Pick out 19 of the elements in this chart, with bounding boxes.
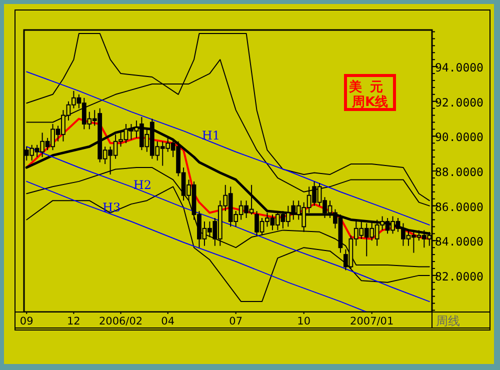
y-tick-label: 92.0000: [435, 95, 484, 110]
y-tick-label: 94.0000: [435, 60, 484, 75]
line-series: [26, 180, 368, 312]
x-tick-label: 2006/02: [98, 316, 143, 328]
y-tick-label: 88.0000: [435, 165, 484, 179]
line-series: [26, 71, 430, 226]
y-tick-label: 90.0000: [435, 130, 484, 144]
y-tick-label: 86.0000: [435, 200, 484, 214]
x-tick-label: 04: [161, 316, 175, 328]
line-series: [26, 167, 430, 268]
x-tick-label: 10: [297, 316, 311, 328]
y-tick-label: 84.0000: [435, 234, 484, 249]
series-label: H1: [202, 128, 220, 142]
x-tick-label: 09: [20, 316, 34, 328]
x-tick-label: 2007/01: [350, 316, 394, 328]
x-tick-label: 07: [229, 316, 243, 328]
y-tick-label: 82.0000: [435, 269, 484, 284]
series-label: H2: [133, 178, 152, 192]
x-tick-label: 12: [67, 316, 80, 328]
